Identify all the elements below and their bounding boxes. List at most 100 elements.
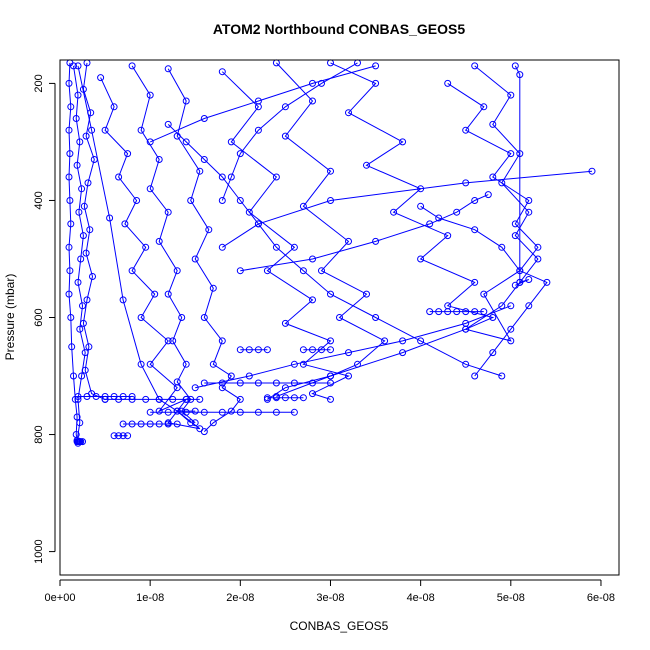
y-tick-label: 1000	[33, 539, 45, 563]
x-axis-label: CONBAS_GEOS5	[290, 619, 389, 633]
data-point	[82, 249, 90, 257]
data-point	[327, 197, 334, 204]
data-point	[345, 349, 352, 357]
series-line-6	[131, 65, 196, 424]
data-point	[78, 185, 86, 193]
data-point	[87, 109, 95, 117]
data-point	[489, 120, 497, 128]
data-point	[65, 126, 73, 134]
data-point	[89, 273, 96, 280]
data-point	[327, 372, 334, 380]
data-point	[78, 372, 86, 380]
data-point	[146, 420, 154, 428]
data-point	[128, 393, 136, 400]
x-axis: 0e+00 1e-08 2e-08 3e-08 4e-08 5e-08 6e-08	[45, 579, 615, 604]
data-point	[390, 208, 398, 216]
data-point	[124, 150, 132, 158]
data-point	[155, 237, 163, 245]
series-line-3	[82, 62, 106, 400]
data-point	[462, 126, 470, 134]
data-point	[173, 132, 181, 140]
data-point	[155, 420, 163, 428]
data-point	[336, 314, 343, 321]
y-axis-label: Pressure (mbar)	[3, 274, 17, 361]
data-point	[245, 372, 253, 380]
data-point	[444, 308, 452, 316]
data-point	[345, 372, 352, 380]
y-tick-label: 600	[33, 308, 45, 326]
data-point	[182, 360, 190, 368]
data-point	[155, 395, 163, 403]
data-point	[272, 243, 280, 251]
data-point	[363, 290, 370, 298]
x-tick-label: 4e-08	[407, 592, 435, 604]
series-line-2	[73, 65, 86, 441]
data-point	[489, 314, 497, 321]
data-point	[128, 420, 136, 428]
data-point	[88, 126, 96, 134]
data-point	[164, 65, 172, 73]
data-point	[236, 379, 244, 387]
data-point	[299, 346, 307, 354]
data-point	[74, 395, 82, 403]
data-point	[164, 120, 172, 128]
data-point	[290, 379, 298, 387]
series-line-15	[195, 305, 511, 389]
data-point	[155, 156, 163, 163]
data-point	[299, 394, 307, 402]
data-point	[66, 197, 74, 204]
data-point	[67, 103, 75, 111]
data-point	[65, 173, 73, 181]
data-point	[444, 232, 452, 240]
data-point	[76, 138, 84, 146]
data-point	[196, 167, 204, 175]
data-point	[169, 395, 177, 403]
data-point	[281, 394, 289, 402]
data-point	[327, 379, 334, 387]
data-point	[309, 379, 316, 387]
data-point	[74, 91, 82, 99]
data-point	[245, 346, 253, 354]
data-point	[471, 226, 479, 234]
y-tick-label: 800	[33, 425, 45, 443]
data-point	[67, 314, 75, 321]
data-point	[119, 393, 127, 400]
data-point	[182, 138, 190, 146]
data-point	[142, 395, 150, 403]
data-point	[227, 372, 235, 380]
data-point	[309, 346, 316, 354]
data-point	[137, 126, 145, 134]
data-point	[236, 267, 244, 275]
data-point	[227, 407, 235, 415]
data-point	[327, 167, 334, 175]
data-point	[76, 325, 84, 333]
x-tick-label: 3e-08	[316, 592, 344, 604]
x-tick-label: 6e-08	[587, 592, 615, 604]
data-point	[218, 68, 226, 76]
data-point	[128, 395, 136, 403]
data-point	[417, 255, 425, 263]
data-point	[115, 173, 123, 181]
data-point	[66, 267, 74, 275]
data-point	[511, 220, 519, 228]
data-point	[236, 150, 244, 158]
data-point	[525, 302, 533, 310]
y-tick-label: 200	[33, 74, 45, 92]
data-point	[372, 314, 380, 321]
data-point	[101, 393, 109, 400]
data-point	[281, 384, 289, 392]
data-point	[236, 346, 244, 354]
data-point	[507, 150, 515, 158]
series-line-12	[276, 65, 539, 397]
data-point	[272, 379, 280, 387]
data-point	[92, 393, 100, 400]
data-point	[399, 138, 407, 146]
series-line-10	[330, 62, 521, 342]
series-line-4	[77, 65, 196, 412]
data-point	[178, 314, 186, 321]
data-point	[534, 243, 542, 251]
x-tick-label: 1e-08	[136, 592, 164, 604]
data-point	[462, 308, 470, 316]
data-point	[65, 243, 73, 251]
data-point	[507, 91, 515, 99]
